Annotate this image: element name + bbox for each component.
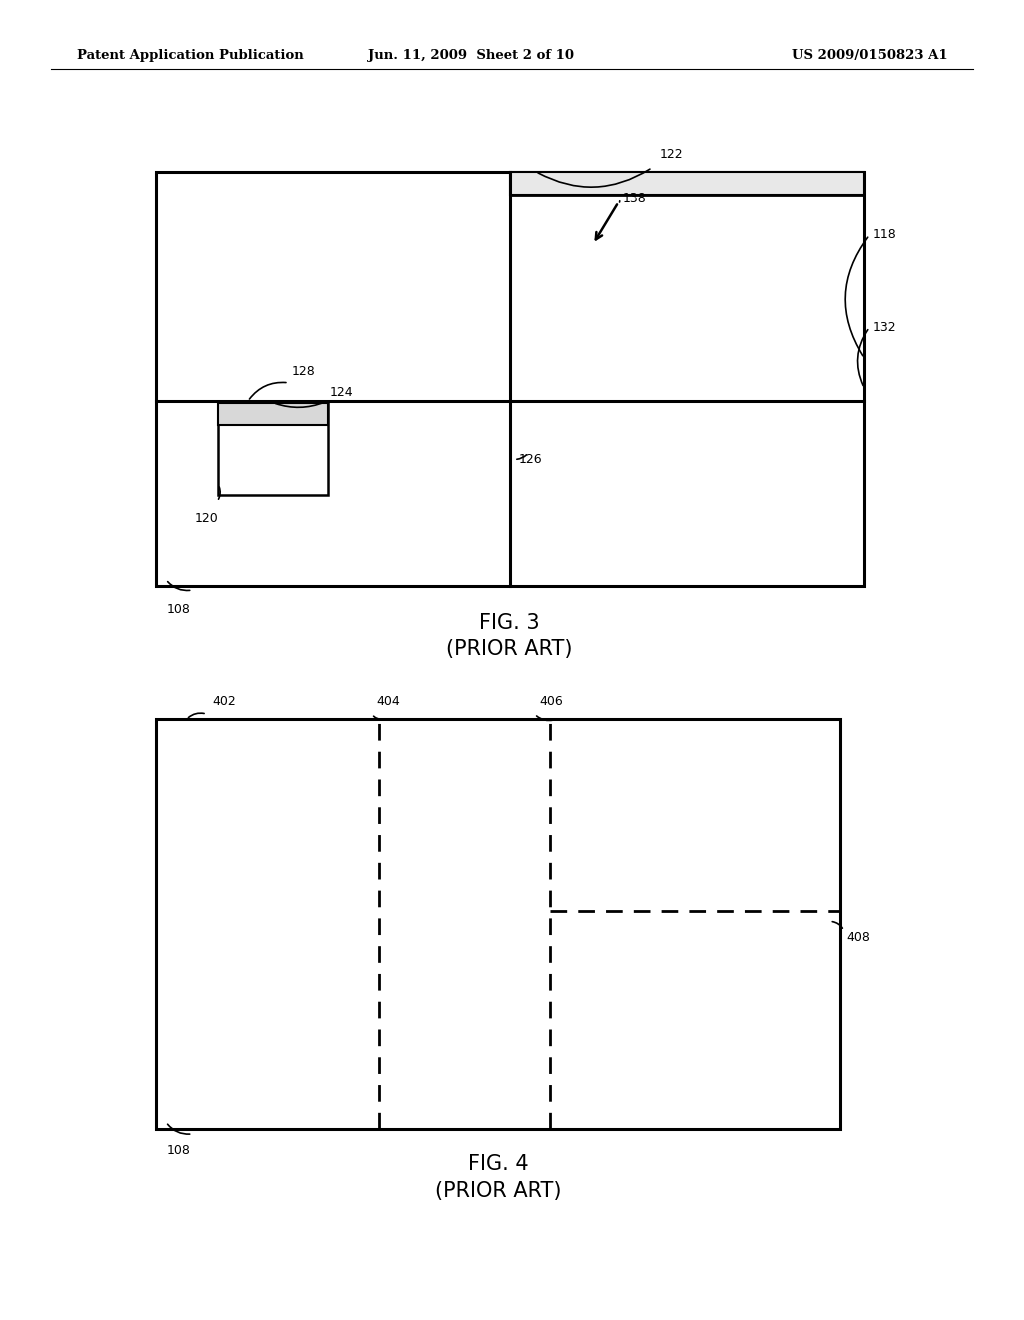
Text: US 2009/0150823 A1: US 2009/0150823 A1 bbox=[792, 49, 947, 62]
Text: 108: 108 bbox=[167, 603, 190, 616]
Bar bbox=[510, 172, 864, 195]
Text: 404: 404 bbox=[377, 694, 400, 708]
Text: 124: 124 bbox=[330, 385, 353, 399]
Text: 118: 118 bbox=[872, 228, 896, 242]
Bar bbox=[218, 403, 328, 425]
Text: FIG. 4: FIG. 4 bbox=[468, 1154, 529, 1175]
Text: 126: 126 bbox=[519, 453, 543, 466]
Text: (PRIOR ART): (PRIOR ART) bbox=[435, 1180, 562, 1201]
Text: 402: 402 bbox=[212, 694, 236, 708]
Text: 408: 408 bbox=[847, 931, 870, 944]
Bar bbox=[510, 172, 864, 195]
Bar bbox=[156, 719, 840, 1129]
Text: 122: 122 bbox=[659, 148, 683, 161]
Text: FIG. 3: FIG. 3 bbox=[478, 612, 540, 634]
Text: 138: 138 bbox=[623, 191, 646, 205]
Text: 406: 406 bbox=[540, 694, 563, 708]
Text: Jun. 11, 2009  Sheet 2 of 10: Jun. 11, 2009 Sheet 2 of 10 bbox=[368, 49, 574, 62]
Text: 108: 108 bbox=[167, 1144, 190, 1158]
Bar bbox=[218, 403, 328, 495]
Bar bbox=[156, 172, 864, 586]
Text: Patent Application Publication: Patent Application Publication bbox=[77, 49, 303, 62]
Text: 128: 128 bbox=[292, 364, 315, 378]
Text: 120: 120 bbox=[195, 512, 218, 525]
Text: 132: 132 bbox=[872, 321, 896, 334]
Text: (PRIOR ART): (PRIOR ART) bbox=[445, 639, 572, 660]
